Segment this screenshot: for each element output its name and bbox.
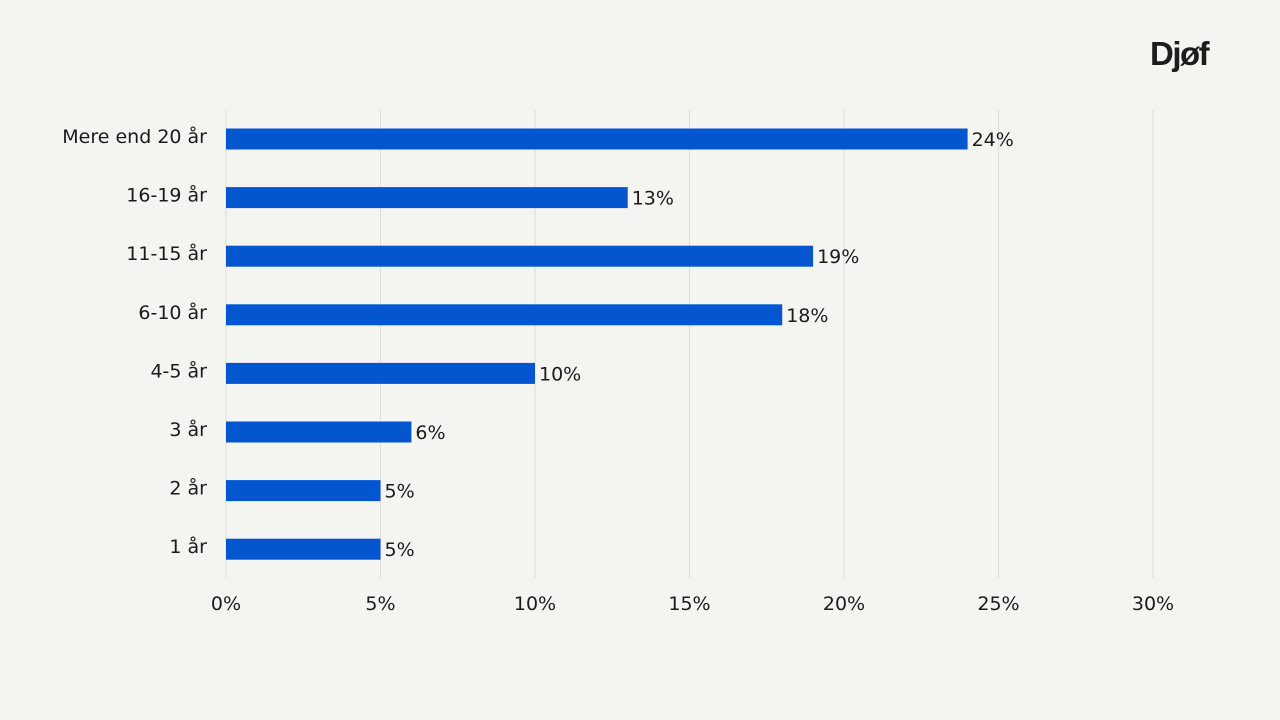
bar xyxy=(226,128,968,150)
bars xyxy=(226,128,968,560)
bar xyxy=(226,362,535,384)
data-label: 5% xyxy=(385,481,415,503)
bar xyxy=(226,421,412,443)
category-labels: Mere end 20 år 16-19 år 11-15 år 6-10 år 4-5… xyxy=(62,125,207,558)
category-label: 6-10 år xyxy=(138,301,207,324)
category-label: 1 år xyxy=(169,535,207,558)
djof-logo: Djøf xyxy=(1150,35,1210,72)
category-label: 2 år xyxy=(169,477,207,500)
data-label: 13% xyxy=(632,188,674,210)
bar xyxy=(226,304,783,326)
x-axis-tick-labels: 0% 5% 10% 15% 20% 25% 30% xyxy=(211,593,1174,615)
data-label: 6% xyxy=(415,422,445,444)
data-label: 5% xyxy=(385,539,415,561)
data-label: 19% xyxy=(817,246,859,268)
bar xyxy=(226,480,381,502)
data-label: 10% xyxy=(539,363,581,385)
category-label: 16-19 år xyxy=(126,184,207,207)
bar xyxy=(226,245,814,267)
bar xyxy=(226,538,381,560)
category-label: Mere end 20 år xyxy=(62,125,207,148)
value-labels: 24% 13% 19% 18% 10% 6% 5% 5% xyxy=(385,129,1014,561)
x-tick-label: 30% xyxy=(1132,593,1174,615)
x-tick-label: 0% xyxy=(211,593,241,615)
x-tick-label: 10% xyxy=(514,593,556,615)
grid-lines xyxy=(225,110,1154,578)
x-tick-label: 20% xyxy=(823,593,865,615)
category-label: 3 år xyxy=(169,418,207,441)
x-tick-label: 15% xyxy=(668,593,710,615)
bar xyxy=(226,187,628,209)
data-label: 18% xyxy=(786,305,828,327)
x-tick-label: 25% xyxy=(977,593,1019,615)
category-label: 4-5 år xyxy=(150,359,207,382)
x-tick-label: 5% xyxy=(365,593,395,615)
category-label: 11-15 år xyxy=(126,242,207,265)
data-label: 24% xyxy=(972,129,1014,151)
